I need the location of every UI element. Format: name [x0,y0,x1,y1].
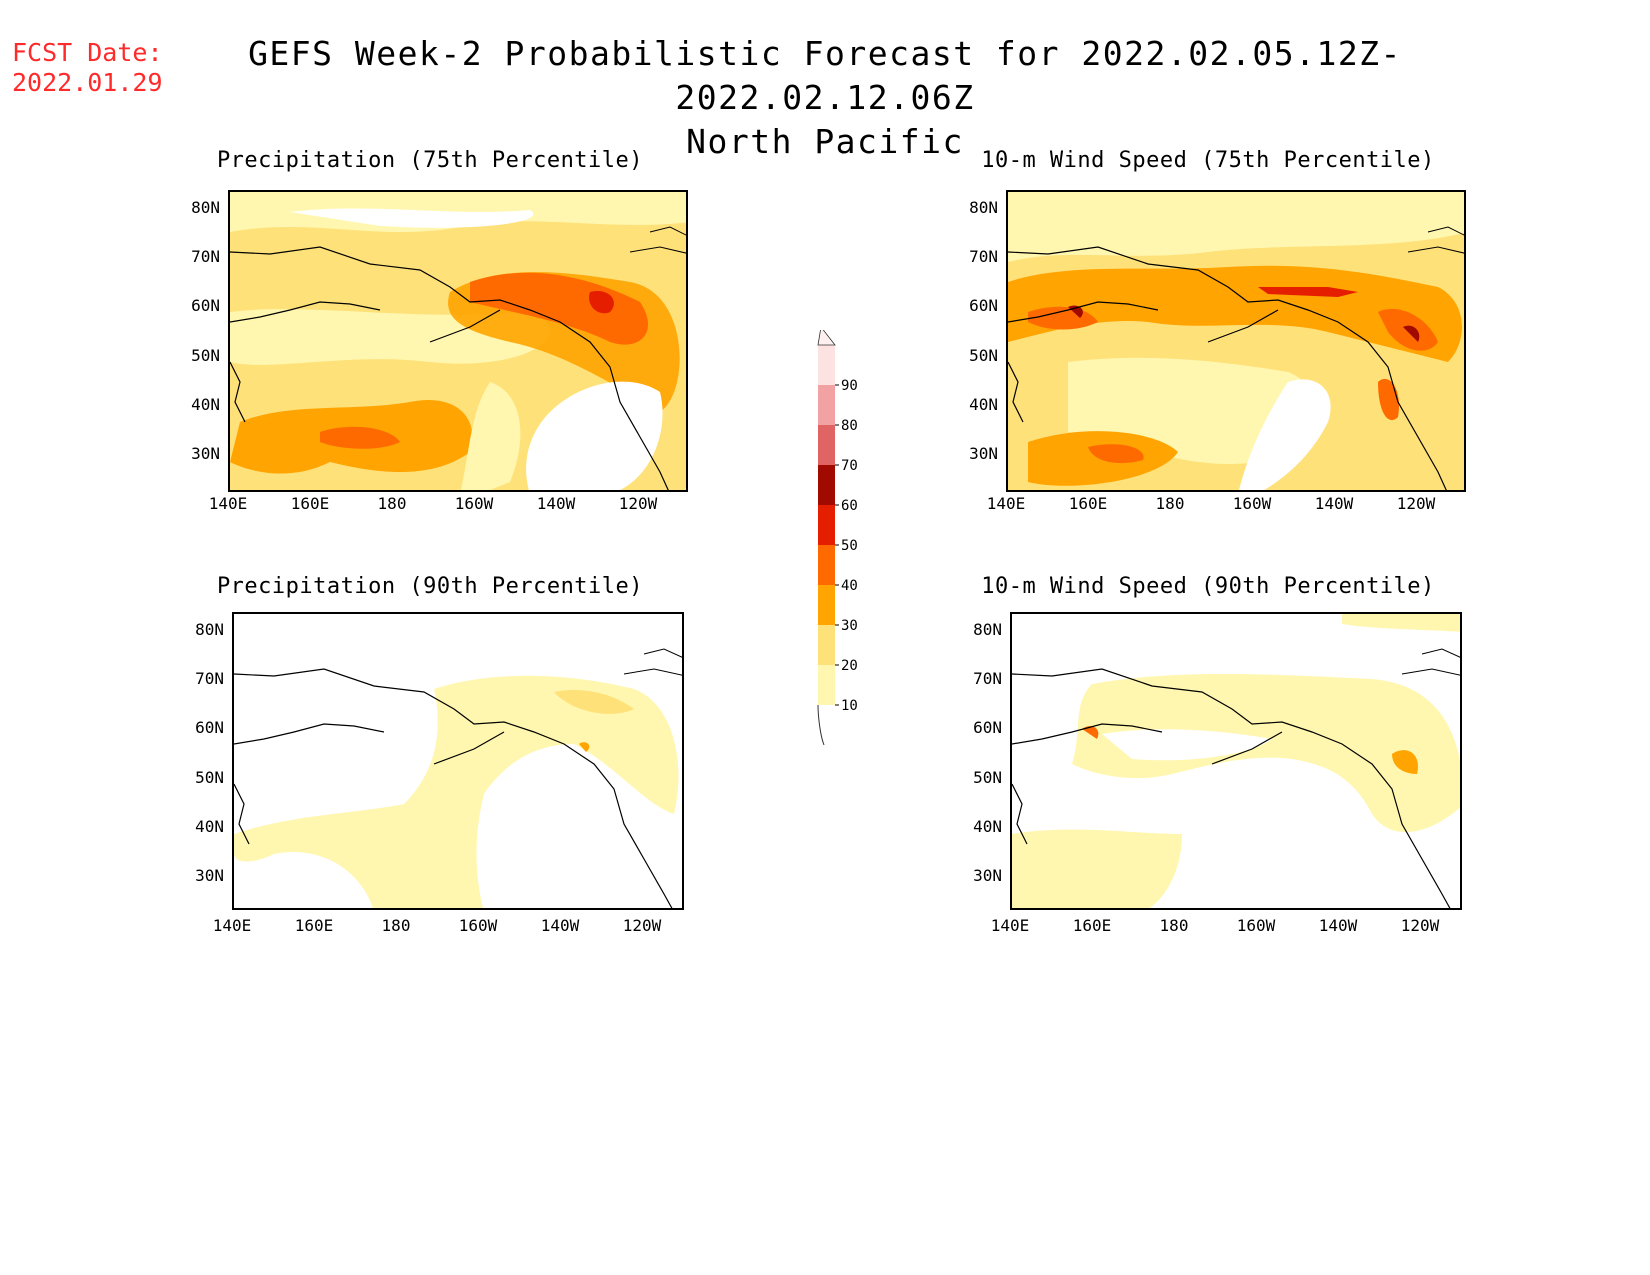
panel-precip-90: Precipitation (90th Percentile) 80N 70N 60… [160,560,700,935]
lon-tick-label: 140W [1314,494,1354,513]
colorbar-label: 50 [841,538,858,554]
lon-tick-label: 180 [1155,494,1185,513]
colorbar-tail-bottom [817,704,825,746]
colorbar-arrow-top [817,326,836,346]
lat-tick-label: 30N [195,866,224,885]
lat-tick-label: 50N [969,346,998,365]
lat-tick-label: 70N [969,247,998,266]
lat-tick-label: 80N [973,620,1002,639]
lat-tick-label: 70N [973,669,1002,688]
colorbar-label: 60 [841,498,858,514]
lat-tick-label: 80N [969,198,998,217]
lon-tick-label: 180 [381,916,411,935]
lon-tick-label: 140E [208,494,248,513]
lon-tick-label: 140W [1318,916,1358,935]
colorbar-label: 70 [841,458,858,474]
colorbar-segment [818,465,835,505]
lon-tick-label: 140E [212,916,252,935]
colorbar-segment [818,505,835,545]
lon-tick-label: 120W [1400,916,1440,935]
forecast-date-label: FCST Date: 2022.01.29 [12,38,163,98]
lat-tick-label: 70N [191,247,220,266]
lat-tick-label: 50N [973,768,1002,787]
lon-tick-label: 120W [622,916,662,935]
lat-tick-label: 60N [973,718,1002,737]
map-wind-90 [1010,612,1462,910]
lon-tick-label: 140W [536,494,576,513]
region-line: North Pacific [686,122,964,161]
lat-tick-label: 60N [195,718,224,737]
figure-title: GEFS Week-2 Probabilistic Forecast for 2… [130,32,1520,164]
lon-tick-label: 160W [454,494,494,513]
lat-tick-label: 60N [191,296,220,315]
lon-tick-label: 140E [990,916,1030,935]
map-precip-90 [232,612,684,910]
lat-tick-label: 50N [195,768,224,787]
lat-tick-label: 30N [969,444,998,463]
lon-tick-label: 160E [1072,916,1112,935]
lon-tick-label: 160E [1068,494,1108,513]
colorbar-segment [818,665,835,705]
lon-tick-label: 140E [986,494,1026,513]
colorbar-segment [818,385,835,425]
lon-tick-label: 120W [618,494,658,513]
lat-tick-label: 60N [969,296,998,315]
map-precip-75 [228,190,688,492]
colorbar-label: 90 [841,378,858,394]
colorbar-label: 30 [841,618,858,634]
lat-tick-label: 40N [195,817,224,836]
lon-tick-label: 160E [294,916,334,935]
colorbar-label: 80 [841,418,858,434]
panel-title: 10-m Wind Speed (90th Percentile) [981,574,1435,599]
lon-tick-label: 160W [1236,916,1276,935]
lon-tick-label: 160E [290,494,330,513]
lon-tick-label: 160W [458,916,498,935]
map-wind-75 [1006,190,1466,492]
lon-tick-label: 120W [1396,494,1436,513]
panel-title: 10-m Wind Speed (75th Percentile) [981,148,1435,173]
colorbar-label: 10 [841,698,858,714]
colorbar-segment [818,345,835,385]
colorbar: 10 20 30 40 50 60 70 80 90 [800,326,870,750]
lat-tick-label: 30N [191,444,220,463]
lon-tick-label: 160W [1232,494,1272,513]
lon-tick-label: 180 [1159,916,1189,935]
colorbar-segment [818,545,835,585]
colorbar-label: 40 [841,578,858,594]
lat-tick-label: 40N [969,395,998,414]
title-line: GEFS Week-2 Probabilistic Forecast for 2… [248,34,1402,117]
panel-precip-75: Precipitation (75th Percentile) 80N 70N 60… [160,140,700,513]
fcst-date-caption: FCST Date: [12,38,163,67]
colorbar-segment [818,625,835,665]
lon-tick-label: 140W [540,916,580,935]
panel-title: Precipitation (75th Percentile) [216,148,644,173]
panel-wind-90: 10-m Wind Speed (90th Percentile) 80N 70N… [938,560,1478,935]
lat-tick-label: 40N [191,395,220,414]
panel-title: Precipitation (90th Percentile) [216,574,644,599]
lat-tick-label: 40N [973,817,1002,836]
lat-tick-label: 80N [191,198,220,217]
lon-tick-label: 180 [377,494,407,513]
lat-tick-label: 80N [195,620,224,639]
colorbar-label: 20 [841,658,858,674]
lat-tick-label: 50N [191,346,220,365]
colorbar-svg: 10 20 30 40 50 60 70 80 90 [817,326,858,746]
colorbar-segment [818,425,835,465]
lat-tick-label: 70N [195,669,224,688]
lat-tick-label: 30N [973,866,1002,885]
colorbar-segment [818,585,835,625]
fcst-date-value: 2022.01.29 [12,68,163,97]
panel-wind-75: 10-m Wind Speed (75th Percentile) 80N 70N… [938,140,1478,513]
